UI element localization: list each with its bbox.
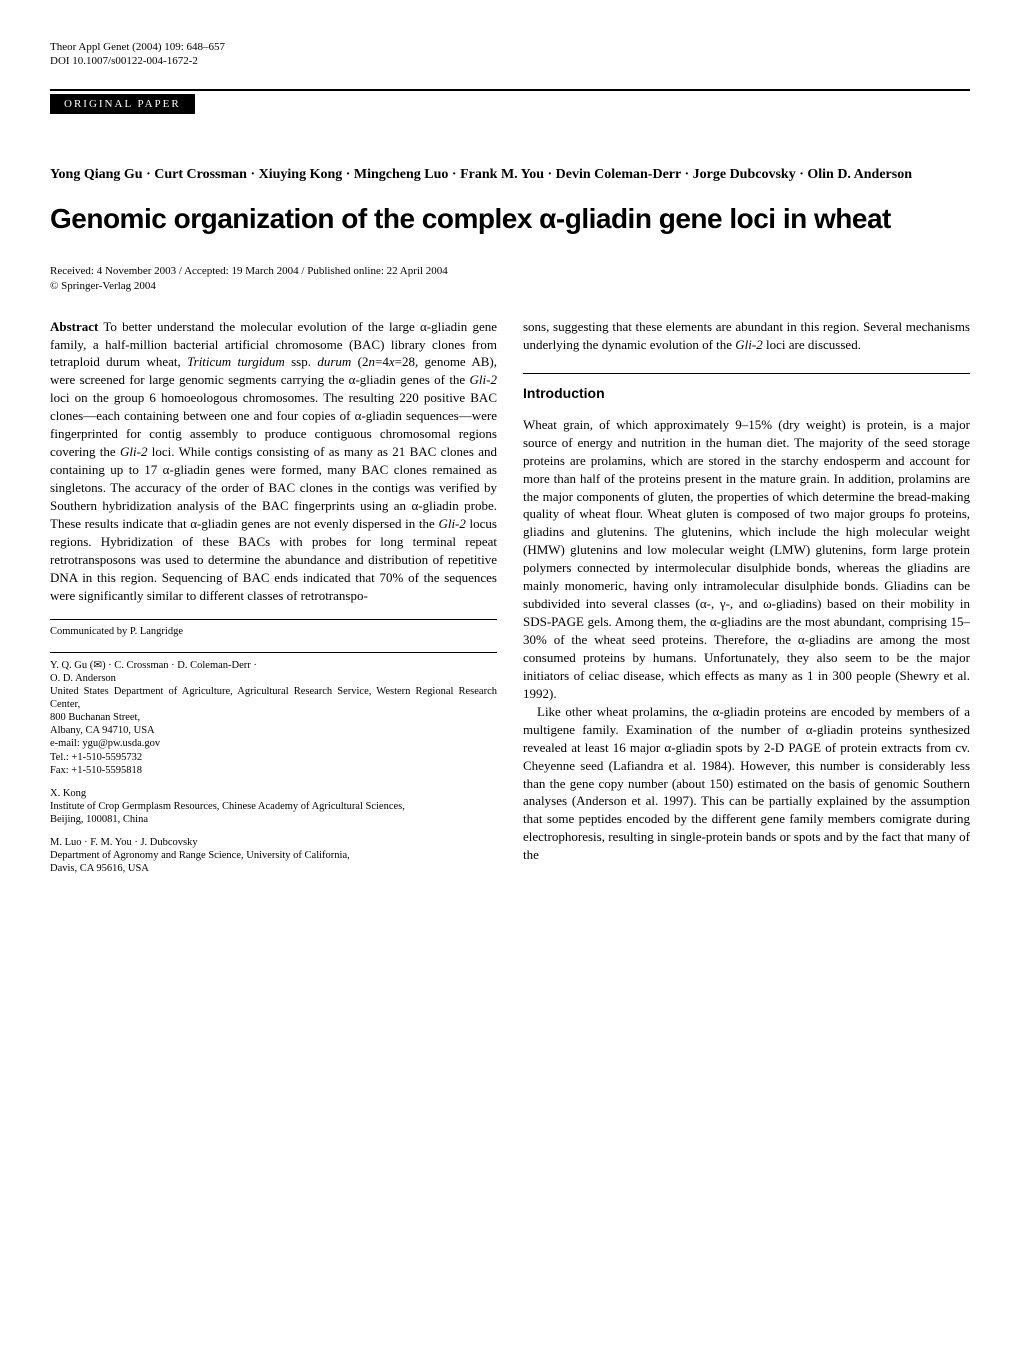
aff1-l6: e-mail: ygu@pw.usda.gov bbox=[50, 737, 497, 750]
abstract-continuation: sons, suggesting that these elements are… bbox=[523, 318, 970, 354]
aff1-l5: Albany, CA 94710, USA bbox=[50, 724, 497, 737]
copyright-line: © Springer-Verlag 2004 bbox=[50, 280, 970, 292]
abstract-i1: Triticum turgidum bbox=[187, 354, 285, 369]
aff1-l7: Tel.: +1-510-5595732 bbox=[50, 751, 497, 764]
aff1-l3: United States Department of Agriculture,… bbox=[50, 685, 497, 711]
abstract-i5: Gli-2 bbox=[470, 372, 497, 387]
authors: Yong Qiang Gu · Curt Crossman · Xiuying … bbox=[50, 164, 970, 185]
intro-heading: Introduction bbox=[523, 384, 970, 403]
aff3-l2: Department of Agronomy and Range Science… bbox=[50, 849, 497, 862]
article-title: Genomic organization of the complex α-gl… bbox=[50, 203, 970, 235]
aff2-l2: Institute of Crop Germplasm Resources, C… bbox=[50, 800, 497, 813]
intro-p2: Like other wheat prolamins, the α-gliadi… bbox=[523, 703, 970, 864]
rtop-i1: Gli-2 bbox=[735, 337, 762, 352]
aff2-l3: Beijing, 100081, China bbox=[50, 813, 497, 826]
abstract-t4: =4 bbox=[375, 354, 389, 369]
top-divider bbox=[50, 89, 970, 91]
aff3-l1: M. Luo · F. M. You · J. Dubcovsky bbox=[50, 836, 497, 849]
abstract-i7: Gli-2 bbox=[438, 516, 465, 531]
aff2-l1: X. Kong bbox=[50, 787, 497, 800]
aff3-l3: Davis, CA 95616, USA bbox=[50, 862, 497, 875]
intro-p1: Wheat grain, of which approximately 9–15… bbox=[523, 416, 970, 703]
received-line: Received: 4 November 2003 / Accepted: 19… bbox=[50, 265, 970, 277]
abstract-t2: ssp. bbox=[285, 354, 318, 369]
right-column: sons, suggesting that these elements are… bbox=[523, 318, 970, 886]
abstract-i6: Gli-2 bbox=[120, 444, 147, 459]
journal-ref: Theor Appl Genet (2004) 109: 648–657 bbox=[50, 40, 970, 54]
aff1-l8: Fax: +1-510-5595818 bbox=[50, 764, 497, 777]
abstract-label: Abstract bbox=[50, 319, 98, 334]
section-label: ORIGINAL PAPER bbox=[50, 94, 195, 114]
rtop-t2: loci are discussed. bbox=[763, 337, 861, 352]
aff1-l1: Y. Q. Gu (✉) · C. Crossman · D. Coleman-… bbox=[50, 659, 497, 672]
intro-divider bbox=[523, 373, 970, 374]
abstract-paragraph: Abstract To better understand the molecu… bbox=[50, 318, 497, 605]
doi: DOI 10.1007/s00122-004-1672-2 bbox=[50, 54, 970, 68]
journal-meta: Theor Appl Genet (2004) 109: 648–657 DOI… bbox=[50, 40, 970, 69]
communicated-by: Communicated by P. Langridge bbox=[50, 625, 497, 638]
affiliation-block-3: M. Luo · F. M. You · J. Dubcovsky Depart… bbox=[50, 836, 497, 875]
aff1-l2: O. D. Anderson bbox=[50, 672, 497, 685]
footnote-divider-2 bbox=[50, 652, 497, 653]
abstract-t3: (2 bbox=[351, 354, 368, 369]
affiliation-block-1: Y. Q. Gu (✉) · C. Crossman · D. Coleman-… bbox=[50, 659, 497, 777]
left-column: Abstract To better understand the molecu… bbox=[50, 318, 497, 886]
affiliation-block-2: X. Kong Institute of Crop Germplasm Reso… bbox=[50, 787, 497, 826]
two-column-layout: Abstract To better understand the molecu… bbox=[50, 318, 970, 886]
footnote-divider-1 bbox=[50, 619, 497, 620]
aff1-l4: 800 Buchanan Street, bbox=[50, 711, 497, 724]
abstract-i2: durum bbox=[317, 354, 351, 369]
